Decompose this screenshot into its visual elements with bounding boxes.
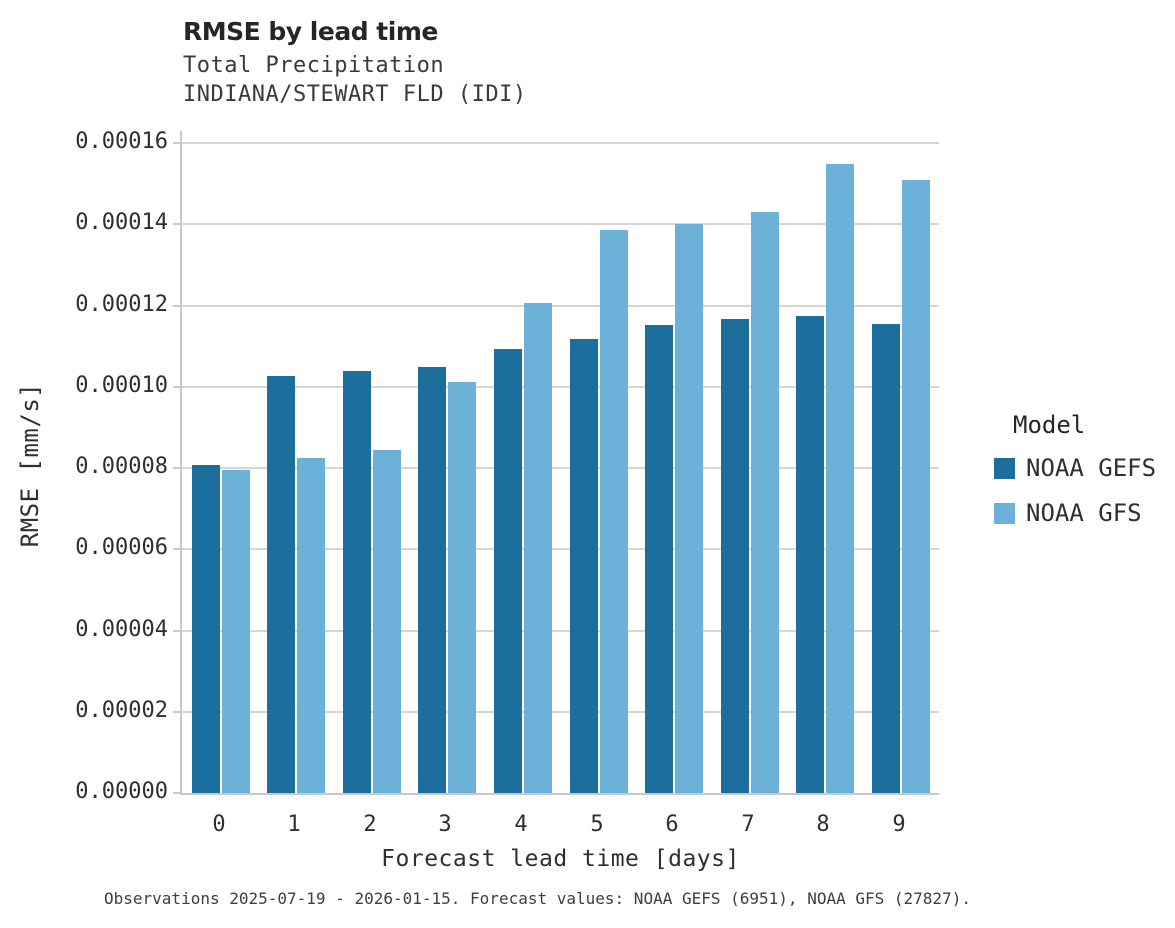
bar-noaa-gfs-day-3 (448, 382, 476, 793)
legend-swatch (994, 502, 1015, 524)
gridline (182, 386, 939, 388)
bar-noaa-gefs-day-1 (267, 376, 295, 793)
bar-noaa-gefs-day-3 (418, 367, 446, 793)
y-axis-tick-mark (173, 548, 180, 550)
legend-swatch (994, 457, 1015, 479)
x-tick-label: 6 (665, 812, 679, 837)
y-axis-tick-mark (173, 792, 180, 794)
bar-noaa-gfs-day-1 (297, 458, 325, 793)
bar-noaa-gfs-day-0 (222, 470, 250, 793)
y-axis-tick-mark (173, 467, 180, 469)
y-tick-label: 0.00012 (75, 292, 168, 317)
gridline (182, 548, 939, 550)
gridline (182, 142, 939, 144)
bar-noaa-gfs-day-4 (524, 303, 552, 793)
y-axis-tick-mark (173, 223, 180, 225)
chart-subtitle-station: INDIANA/STEWART FLD (IDI) (183, 82, 527, 107)
legend-items: NOAA GEFS NOAA GFS (994, 454, 1156, 527)
legend-label: NOAA GFS (1026, 499, 1142, 527)
gridline (182, 223, 939, 225)
plot-area (173, 131, 939, 795)
gridline (182, 467, 939, 469)
y-tick-label: 0.00004 (75, 617, 168, 642)
bar-noaa-gfs-day-2 (373, 450, 401, 793)
y-tick-label: 0.00008 (75, 454, 168, 479)
bar-noaa-gfs-day-5 (600, 230, 628, 793)
bar-noaa-gefs-day-9 (872, 324, 900, 793)
y-tick-label: 0.00000 (75, 779, 168, 804)
x-tick-label: 8 (816, 812, 830, 837)
bar-noaa-gefs-day-5 (570, 339, 598, 793)
x-tick-label: 3 (438, 812, 452, 837)
bar-noaa-gefs-day-7 (721, 319, 749, 793)
y-axis-tick-mark (173, 142, 180, 144)
bar-noaa-gefs-day-6 (645, 325, 673, 793)
x-axis-label: Forecast lead time [days] (381, 846, 740, 872)
bar-noaa-gefs-day-0 (192, 465, 220, 793)
y-tick-label: 0.00002 (75, 698, 168, 723)
y-tick-label: 0.00010 (75, 373, 168, 398)
bar-noaa-gefs-day-8 (796, 316, 824, 793)
y-tick-label: 0.00006 (75, 535, 168, 560)
bar-noaa-gefs-day-2 (343, 371, 371, 793)
bar-noaa-gefs-day-4 (494, 349, 522, 793)
bar-noaa-gfs-day-6 (675, 224, 703, 793)
legend-title: Model (1013, 411, 1086, 439)
legend-label: NOAA GEFS (1026, 454, 1157, 482)
x-tick-label: 0 (212, 812, 226, 837)
x-tick-label: 7 (741, 812, 755, 837)
gridline (182, 305, 939, 307)
bar-noaa-gfs-day-8 (826, 164, 854, 793)
y-axis-tick-mark (173, 630, 180, 632)
legend-item-noaa-gefs: NOAA GEFS (994, 454, 1156, 482)
y-tick-label: 0.00014 (75, 210, 168, 235)
x-tick-label: 5 (590, 812, 604, 837)
gridline (182, 711, 939, 713)
y-axis-tick-mark (173, 711, 180, 713)
x-tick-label: 2 (363, 812, 377, 837)
chart-title: RMSE by lead time (183, 17, 438, 46)
chart-subtitle-variable: Total Precipitation (183, 53, 445, 78)
x-tick-label: 9 (892, 812, 906, 837)
caption: Observations 2025-07-19 - 2026-01-15. Fo… (104, 889, 971, 908)
bar-noaa-gfs-day-7 (751, 212, 779, 793)
y-axis-tick-mark (173, 386, 180, 388)
y-axis-tick-mark (173, 305, 180, 307)
gridline (182, 630, 939, 632)
legend-item-noaa-gfs: NOAA GFS (994, 499, 1156, 527)
legend: Model NOAA GEFS NOAA GFS (994, 411, 1156, 544)
y-tick-label: 0.00016 (75, 129, 168, 154)
bar-noaa-gfs-day-9 (902, 180, 930, 793)
x-tick-label: 4 (514, 812, 528, 837)
x-tick-label: 1 (287, 812, 301, 837)
